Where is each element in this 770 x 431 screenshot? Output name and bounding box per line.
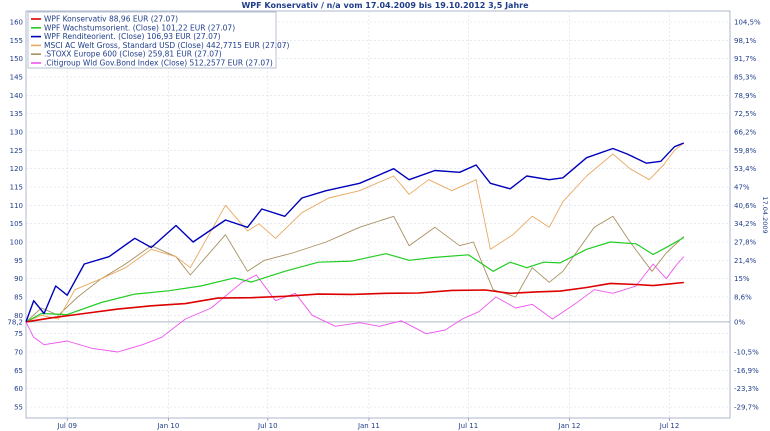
x-tick-label: Jan 10: [156, 422, 179, 430]
y-tick-label-right: 27,8%: [734, 239, 757, 247]
y-tick-label-left: 135: [10, 110, 23, 118]
y-tick-label-right: 15%: [734, 275, 750, 283]
y-tick-label-left: 145: [10, 74, 23, 82]
y-tick-label-right: -10,5%: [734, 349, 759, 357]
y-tick-label-right: 40,6%: [734, 202, 757, 210]
y-tick-label-left: 115: [10, 184, 23, 192]
legend: WPF Konservativ 88,96 EUR (27.07)WPF Wac…: [27, 11, 290, 69]
y-tick-label-right: 8,6%: [734, 294, 752, 302]
x-tick-label: Jul 11: [458, 422, 479, 430]
y-tick-label-left: 155: [10, 37, 23, 45]
y-tick-label-right: 53,4%: [734, 165, 757, 173]
side-date-label: 17.04.2009: [761, 196, 769, 233]
x-tick-label: Jul 09: [56, 422, 77, 430]
y-tick-label-right: -23,3%: [734, 385, 759, 393]
y-tick-label-left: 125: [10, 147, 23, 155]
y-tick-label-right: 47%: [734, 184, 750, 192]
y-tick-label-left: 140: [10, 92, 23, 100]
baseline-value-label: 78,2: [7, 318, 23, 326]
chart-title: WPF Konservativ / n/a vom 17.04.2009 bis…: [241, 1, 529, 10]
grid-lines: [26, 11, 730, 418]
y-tick-label-left: 160: [10, 19, 23, 27]
series-line-5: [25, 256, 685, 353]
x-tick-label: Jan 12: [558, 422, 581, 430]
legend-box: [27, 11, 277, 69]
y-tick-label-right: 21,4%: [734, 257, 757, 265]
y-tick-label-left: 105: [10, 220, 23, 228]
series-line-0: [25, 281, 684, 323]
y-tick-label-left: 75: [14, 330, 23, 338]
y-tick-label-left: 150: [10, 55, 23, 63]
y-tick-label-right: 98,1%: [734, 37, 757, 45]
y-tick-label-right: 0%: [734, 318, 745, 326]
legend-entry-label: WPF Konservativ 88,96 EUR (27.07): [44, 15, 178, 24]
series-line-1: [25, 236, 685, 323]
y-tick-label-left: 120: [10, 165, 23, 173]
series-lines: [25, 142, 685, 353]
y-tick-label-left: 60: [14, 385, 23, 393]
y-tick-label-right: 78,9%: [734, 92, 757, 100]
y-tick-label-left: 100: [10, 239, 23, 247]
y-tick-label-left: 130: [10, 129, 23, 137]
y-tick-label-right: -16,9%: [734, 367, 759, 375]
series-line-2: [25, 142, 685, 323]
y-tick-label-right: 59,8%: [734, 147, 757, 155]
y-tick-label-left: 95: [14, 257, 23, 265]
series-line-4: [25, 215, 685, 323]
legend-entry-label: .STOXX Europe 600 (Close) 259,81 EUR (27…: [44, 50, 222, 59]
y-tick-label-right: 66,2%: [734, 129, 757, 137]
y-tick-label-right: 72,5%: [734, 110, 757, 118]
y-tick-label-right: 34,2%: [734, 220, 757, 228]
legend-entry-label: WPF Renditeorient. (Close) 106,93 EUR (2…: [44, 32, 221, 41]
legend-entry-label: .Citigroup Wld Gov.Bond Index (Close) 51…: [44, 59, 273, 68]
y-tick-label-left: 55: [14, 404, 23, 412]
y-axis-right: 104,5% 98,1% 91,7% 85,3% 78,9% 72,5% 66,2% 59,8…: [734, 19, 761, 412]
legend-entry-label: MSCI AC Welt Gross, Standard USD (Close)…: [44, 41, 290, 50]
x-axis: Jul 09 Jan 10 Jul 10 Jan 11 Jul 11 Jan 12 Jul …: [56, 418, 679, 430]
y-tick-label-left: 85: [14, 294, 23, 302]
y-tick-label-left: 110: [10, 202, 23, 210]
x-tick-label: Jul 12: [659, 422, 680, 430]
y-tick-label-left: 90: [14, 275, 23, 283]
plot-frame: [25, 10, 731, 419]
x-tick-label: Jul 10: [257, 422, 278, 430]
y-tick-label-right: 91,7%: [734, 55, 757, 63]
y-tick-label-left: 65: [14, 367, 23, 375]
y-tick-label-right: 85,3%: [734, 74, 757, 82]
x-tick-label: Jan 11: [357, 422, 380, 430]
y-tick-label-right: -29,7%: [734, 404, 759, 412]
y-tick-label-right: 104,5%: [734, 19, 761, 27]
legend-entry-label: WPF Wachstumsorient. (Close) 101,22 EUR …: [44, 23, 235, 32]
y-tick-label-left: 80: [14, 312, 23, 320]
series-line-3: [25, 142, 685, 323]
y-tick-label-left: 70: [14, 349, 23, 357]
y-axis-left: 160 155 150 145 140 135 130 125 120 115 110 105 100 9…: [7, 19, 23, 412]
